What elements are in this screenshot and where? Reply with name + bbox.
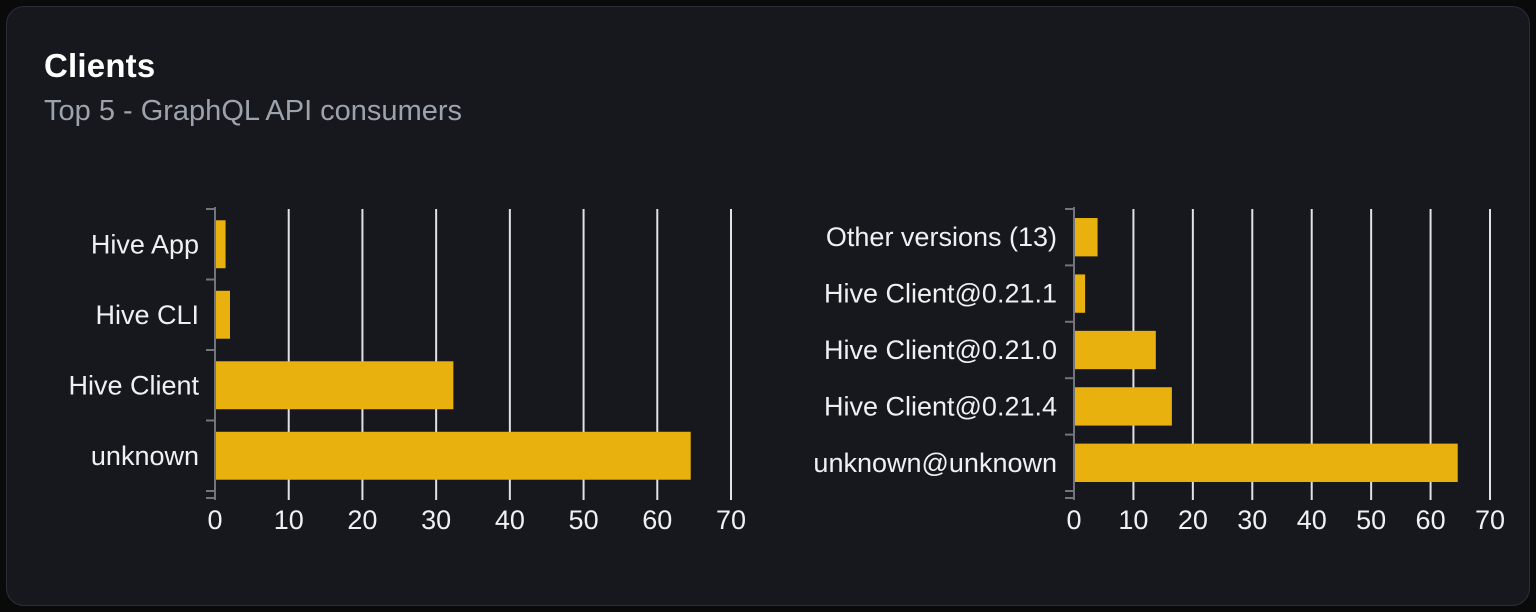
- x-tick-label: 70: [1475, 505, 1505, 535]
- x-tick-label: 60: [1416, 505, 1446, 535]
- x-tick-label: 60: [642, 505, 672, 535]
- category-label: Hive Client: [68, 370, 199, 400]
- x-tick-label: 20: [347, 505, 377, 535]
- x-tick-label: 30: [1237, 505, 1267, 535]
- category-label: unknown@unknown: [813, 448, 1057, 478]
- bar-other-versions-13-[interactable]: [1075, 218, 1098, 257]
- bar-hive-app[interactable]: [216, 220, 226, 269]
- x-tick-label: 40: [495, 505, 525, 535]
- category-label: unknown: [91, 441, 199, 471]
- bar-unknown-unknown[interactable]: [1075, 443, 1458, 482]
- bar-hive-cli[interactable]: [216, 290, 231, 339]
- x-tick-label: 10: [274, 505, 304, 535]
- category-label: Hive CLI: [95, 300, 199, 330]
- x-tick-label: 0: [207, 505, 222, 535]
- client-versions-bar-chart: Other versions (13) Hive Client@0.21.1 Hiv…: [813, 207, 1505, 535]
- x-tick-label: 10: [1118, 505, 1148, 535]
- bar-hive-client-0.21.1[interactable]: [1075, 274, 1086, 313]
- clients-card: Clients Top 5 - GraphQL API consumers: [6, 6, 1530, 606]
- bar-hive-client[interactable]: [216, 361, 454, 410]
- card-subtitle: Top 5 - GraphQL API consumers: [44, 95, 463, 127]
- card-title: Clients: [44, 47, 156, 84]
- category-label: Hive Client@0.21.4: [824, 391, 1057, 421]
- x-tick-label: 20: [1178, 505, 1208, 535]
- category-label: Hive App: [91, 229, 199, 259]
- bar-hive-client-0.21.0[interactable]: [1075, 330, 1156, 370]
- bar-hive-client-0.21.4[interactable]: [1075, 387, 1172, 426]
- category-label: Hive Client@0.21.1: [824, 279, 1057, 309]
- clients-bar-chart: Hive App Hive CLI Hive Client unknown 0 10 20 3…: [68, 207, 746, 535]
- category-label: Other versions (13): [826, 222, 1057, 252]
- category-label: Hive Client@0.21.0: [824, 335, 1057, 365]
- x-tick-label: 40: [1297, 505, 1327, 535]
- x-tick-label: 50: [1356, 505, 1386, 535]
- x-tick-label: 70: [716, 505, 746, 535]
- x-tick-label: 0: [1066, 505, 1081, 535]
- bar-unknown[interactable]: [216, 431, 691, 480]
- x-tick-label: 50: [569, 505, 599, 535]
- x-tick-label: 30: [421, 505, 451, 535]
